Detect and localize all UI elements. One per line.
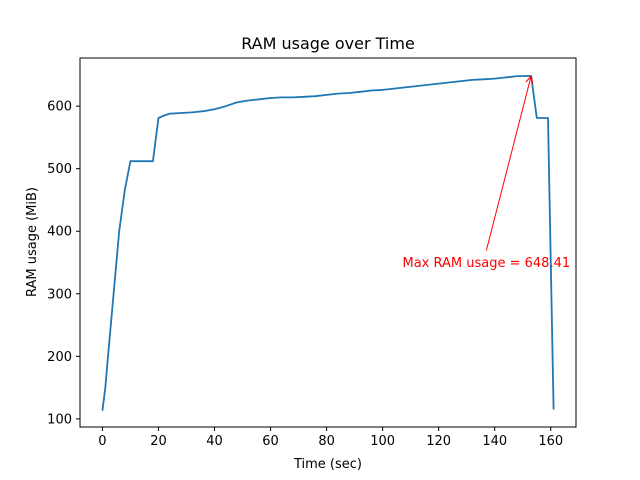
- x-tick-label-120: 120: [426, 434, 451, 449]
- x-tick-label-20: 20: [150, 434, 167, 449]
- x-tick-label-80: 80: [318, 434, 335, 449]
- x-axis-label: Time (sec): [293, 457, 362, 472]
- x-tick-label-0: 0: [98, 434, 106, 449]
- x-tick-label-40: 40: [206, 434, 223, 449]
- x-tick-label-100: 100: [370, 434, 395, 449]
- max-ram-annotation-label: Max RAM usage = 648.41: [403, 256, 571, 271]
- y-tick-label-600: 600: [47, 100, 72, 115]
- y-tick-label-100: 100: [47, 412, 72, 427]
- plot-area: 0 20 40 60 80 100 120 140 160 100 200 300 400 500 600 M…: [47, 57, 577, 449]
- y-axis-label: RAM usage (MiB): [25, 187, 40, 297]
- annotation-arrow-line: [485, 75, 532, 251]
- x-tick-label-140: 140: [482, 434, 507, 449]
- x-tick-label-60: 60: [262, 434, 279, 449]
- axes-frame: [79, 57, 577, 428]
- y-tick-label-500: 500: [47, 162, 72, 177]
- chart-title: RAM usage over Time: [241, 34, 415, 53]
- y-tick-label-300: 300: [47, 287, 72, 302]
- annotation-arrow-head: [525, 74, 534, 84]
- series-line-0: [101, 75, 555, 411]
- y-tick-label-200: 200: [47, 350, 72, 365]
- y-tick-label-400: 400: [47, 225, 72, 240]
- x-tick-label-160: 160: [538, 434, 563, 449]
